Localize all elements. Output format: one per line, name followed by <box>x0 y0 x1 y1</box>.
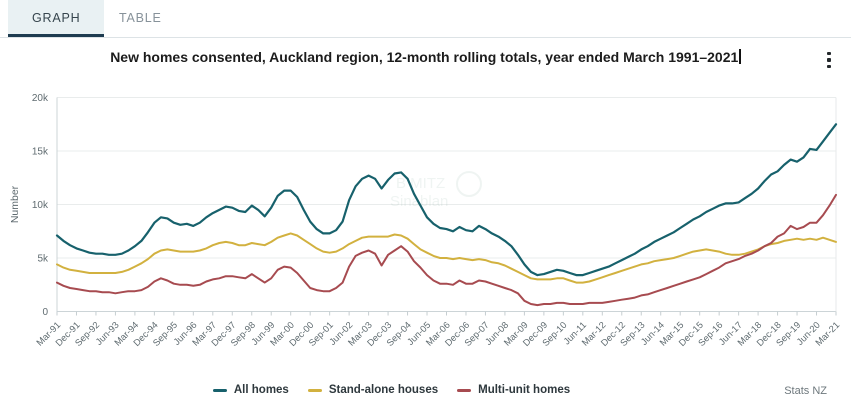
legend-label: Stand-alone houses <box>328 384 439 396</box>
y-tick-label: 15k <box>32 147 49 158</box>
legend-item-multi-unit-homes[interactable]: Multi-unit homes <box>457 384 570 396</box>
y-tick-label: 20k <box>32 93 49 104</box>
text-cursor <box>739 49 741 64</box>
multi-unit-swatch <box>457 388 472 392</box>
legend-item-all-homes[interactable]: All homes <box>212 384 289 396</box>
tab-graph[interactable]: GRAPH <box>8 0 105 37</box>
y-tick-label: 0 <box>42 307 48 318</box>
svg-text:B MITZ: B MITZ <box>396 175 445 192</box>
tab-bar: GRAPH TABLE <box>0 0 851 38</box>
series-line-stand-alone-houses[interactable] <box>56 232 837 284</box>
legend-label: Multi-unit homes <box>478 384 571 396</box>
tab-table[interactable]: TABLE <box>119 11 162 25</box>
legend-label: All homes <box>233 384 289 396</box>
y-tick-label: 10k <box>32 200 49 211</box>
source-attribution: Stats NZ <box>784 385 827 397</box>
stand-alone-swatch <box>307 388 322 392</box>
kebab-menu-icon[interactable] <box>820 48 838 72</box>
series-line-all-homes[interactable] <box>55 123 838 277</box>
series-line-multi-unit-homes[interactable] <box>56 193 837 307</box>
chart-legend: All homes Stand-alone houses Multi-unit … <box>0 384 817 396</box>
chart-title[interactable]: New homes consented, Auckland region, 12… <box>110 49 739 65</box>
y-axis-label: Number <box>9 185 21 223</box>
legend-item-stand-alone-houses[interactable]: Stand-alone houses <box>307 384 439 396</box>
y-tick-label: 5k <box>37 254 49 265</box>
all-homes-swatch <box>212 388 227 392</box>
title-row: New homes consented, Auckland region, 12… <box>0 49 851 67</box>
